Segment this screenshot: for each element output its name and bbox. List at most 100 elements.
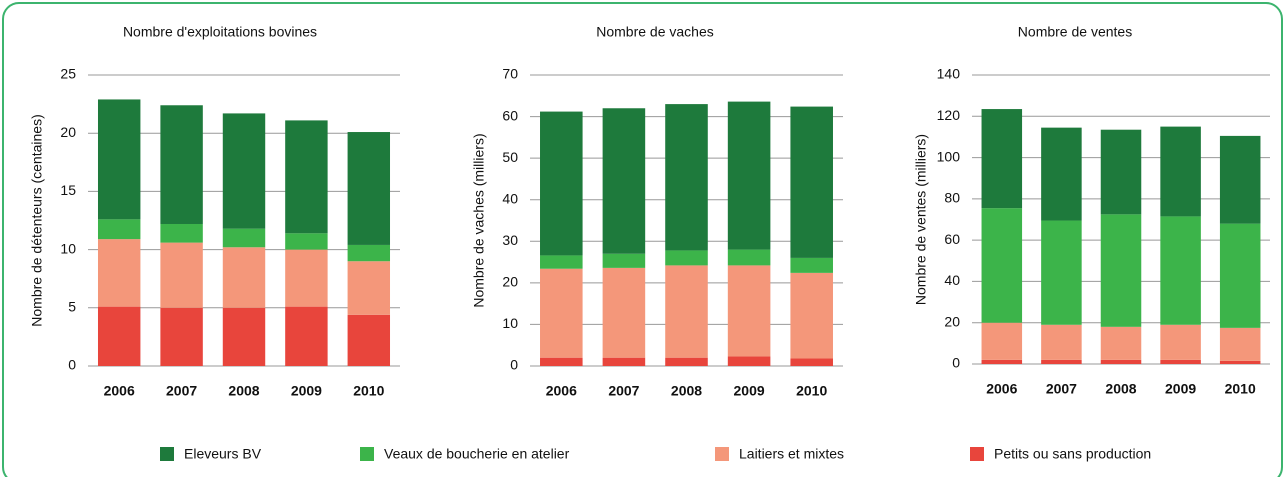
y-tick-label: 0 bbox=[510, 357, 518, 373]
bar-segment bbox=[1100, 359, 1142, 364]
legend-swatch bbox=[970, 447, 984, 461]
bar-segment bbox=[97, 306, 141, 366]
bar-segment bbox=[665, 357, 708, 366]
bar-segment bbox=[602, 108, 646, 254]
bar-segment bbox=[1041, 324, 1082, 360]
bar-segment bbox=[602, 253, 646, 268]
bar-segment bbox=[160, 223, 203, 243]
bar-segment bbox=[727, 249, 771, 266]
bar-segment bbox=[1100, 214, 1142, 327]
y-tick-label: 50 bbox=[502, 149, 518, 165]
bar-segment bbox=[1219, 327, 1261, 361]
legend-label: Laitiers et mixtes bbox=[739, 446, 844, 462]
bar-segment bbox=[665, 250, 708, 266]
legend-label: Eleveurs BV bbox=[184, 446, 262, 462]
bar-segment bbox=[1041, 127, 1082, 221]
y-tick-label: 120 bbox=[937, 107, 961, 123]
y-tick-label: 40 bbox=[502, 190, 518, 206]
bar-segment bbox=[790, 358, 833, 366]
bar-segment bbox=[222, 228, 266, 248]
x-tick-label: 2007 bbox=[166, 383, 197, 399]
bar-segment bbox=[1219, 135, 1261, 224]
bar-segment bbox=[727, 356, 771, 366]
bar-segment bbox=[1041, 359, 1082, 364]
bar-segment bbox=[347, 314, 391, 366]
bar-segment bbox=[790, 257, 833, 273]
x-tick-label: 2006 bbox=[546, 383, 577, 399]
bar-segment bbox=[540, 268, 583, 358]
bar-segment bbox=[981, 359, 1023, 364]
y-tick-label: 60 bbox=[944, 231, 960, 247]
bar-segment bbox=[602, 267, 646, 358]
y-tick-label: 10 bbox=[502, 315, 518, 331]
bar-segment bbox=[665, 265, 708, 358]
chart-title: Nombre de vaches bbox=[596, 24, 714, 40]
bar-segment bbox=[285, 120, 328, 234]
bar-segment bbox=[790, 272, 833, 359]
bar-segment bbox=[160, 105, 203, 224]
x-tick-label: 2009 bbox=[291, 383, 322, 399]
x-tick-label: 2010 bbox=[796, 383, 827, 399]
y-tick-label: 20 bbox=[502, 274, 518, 290]
x-tick-label: 2007 bbox=[1046, 381, 1077, 397]
bar-segment bbox=[160, 307, 203, 366]
bar-segment bbox=[665, 104, 708, 251]
y-tick-label: 0 bbox=[68, 357, 76, 373]
bar-segment bbox=[1100, 326, 1142, 360]
x-tick-label: 2009 bbox=[1165, 381, 1196, 397]
x-tick-label: 2009 bbox=[734, 383, 765, 399]
y-tick-label: 25 bbox=[60, 66, 76, 82]
bar-segment bbox=[1160, 126, 1201, 217]
x-tick-label: 2008 bbox=[671, 383, 702, 399]
y-axis-label: Nombre de vaches (milliers) bbox=[471, 133, 487, 307]
x-tick-label: 2006 bbox=[986, 381, 1017, 397]
legend-swatch bbox=[360, 447, 374, 461]
bar-segment bbox=[540, 111, 583, 256]
y-tick-label: 0 bbox=[952, 355, 960, 371]
x-tick-label: 2010 bbox=[353, 383, 384, 399]
bar-segment bbox=[1041, 220, 1082, 325]
bar-segment bbox=[347, 261, 391, 315]
bar-segment bbox=[1160, 324, 1201, 360]
legend-label: Veaux de boucherie en atelier bbox=[384, 446, 570, 462]
y-tick-label: 15 bbox=[60, 182, 76, 198]
legend-label: Petits ou sans production bbox=[994, 446, 1151, 462]
chart-title: Nombre d'exploitations bovines bbox=[123, 24, 317, 40]
y-tick-label: 60 bbox=[502, 107, 518, 123]
bar-segment bbox=[727, 265, 771, 357]
bar-segment bbox=[347, 132, 391, 245]
bar-segment bbox=[981, 109, 1023, 209]
x-tick-label: 2008 bbox=[1105, 381, 1136, 397]
x-tick-label: 2006 bbox=[104, 383, 135, 399]
bar-segment bbox=[222, 307, 266, 366]
y-tick-label: 140 bbox=[937, 66, 961, 82]
bar-segment bbox=[1160, 359, 1201, 364]
bar-segment bbox=[160, 242, 203, 308]
bar-segment bbox=[222, 247, 266, 308]
y-tick-label: 5 bbox=[68, 299, 76, 315]
y-tick-label: 80 bbox=[944, 190, 960, 206]
y-axis-label: Nombre de détenteurs (centaines) bbox=[29, 114, 45, 326]
x-tick-label: 2010 bbox=[1225, 381, 1256, 397]
bar-segment bbox=[981, 208, 1023, 323]
legend-swatch bbox=[715, 447, 729, 461]
x-tick-label: 2007 bbox=[608, 383, 639, 399]
bar-segment bbox=[540, 357, 583, 366]
y-tick-label: 100 bbox=[937, 148, 961, 164]
bar-segment bbox=[981, 322, 1023, 360]
bar-segment bbox=[1160, 216, 1201, 325]
y-tick-label: 70 bbox=[502, 66, 518, 82]
x-tick-label: 2008 bbox=[228, 383, 259, 399]
bar-segment bbox=[1219, 223, 1261, 328]
y-tick-label: 10 bbox=[60, 240, 76, 256]
y-tick-label: 20 bbox=[944, 313, 960, 329]
y-tick-label: 40 bbox=[944, 272, 960, 288]
bar-segment bbox=[97, 239, 141, 307]
bar-segment bbox=[540, 255, 583, 269]
bar-segment bbox=[347, 244, 391, 262]
bar-segment bbox=[1219, 360, 1261, 364]
legend-swatch bbox=[160, 447, 174, 461]
y-tick-label: 20 bbox=[60, 124, 76, 140]
